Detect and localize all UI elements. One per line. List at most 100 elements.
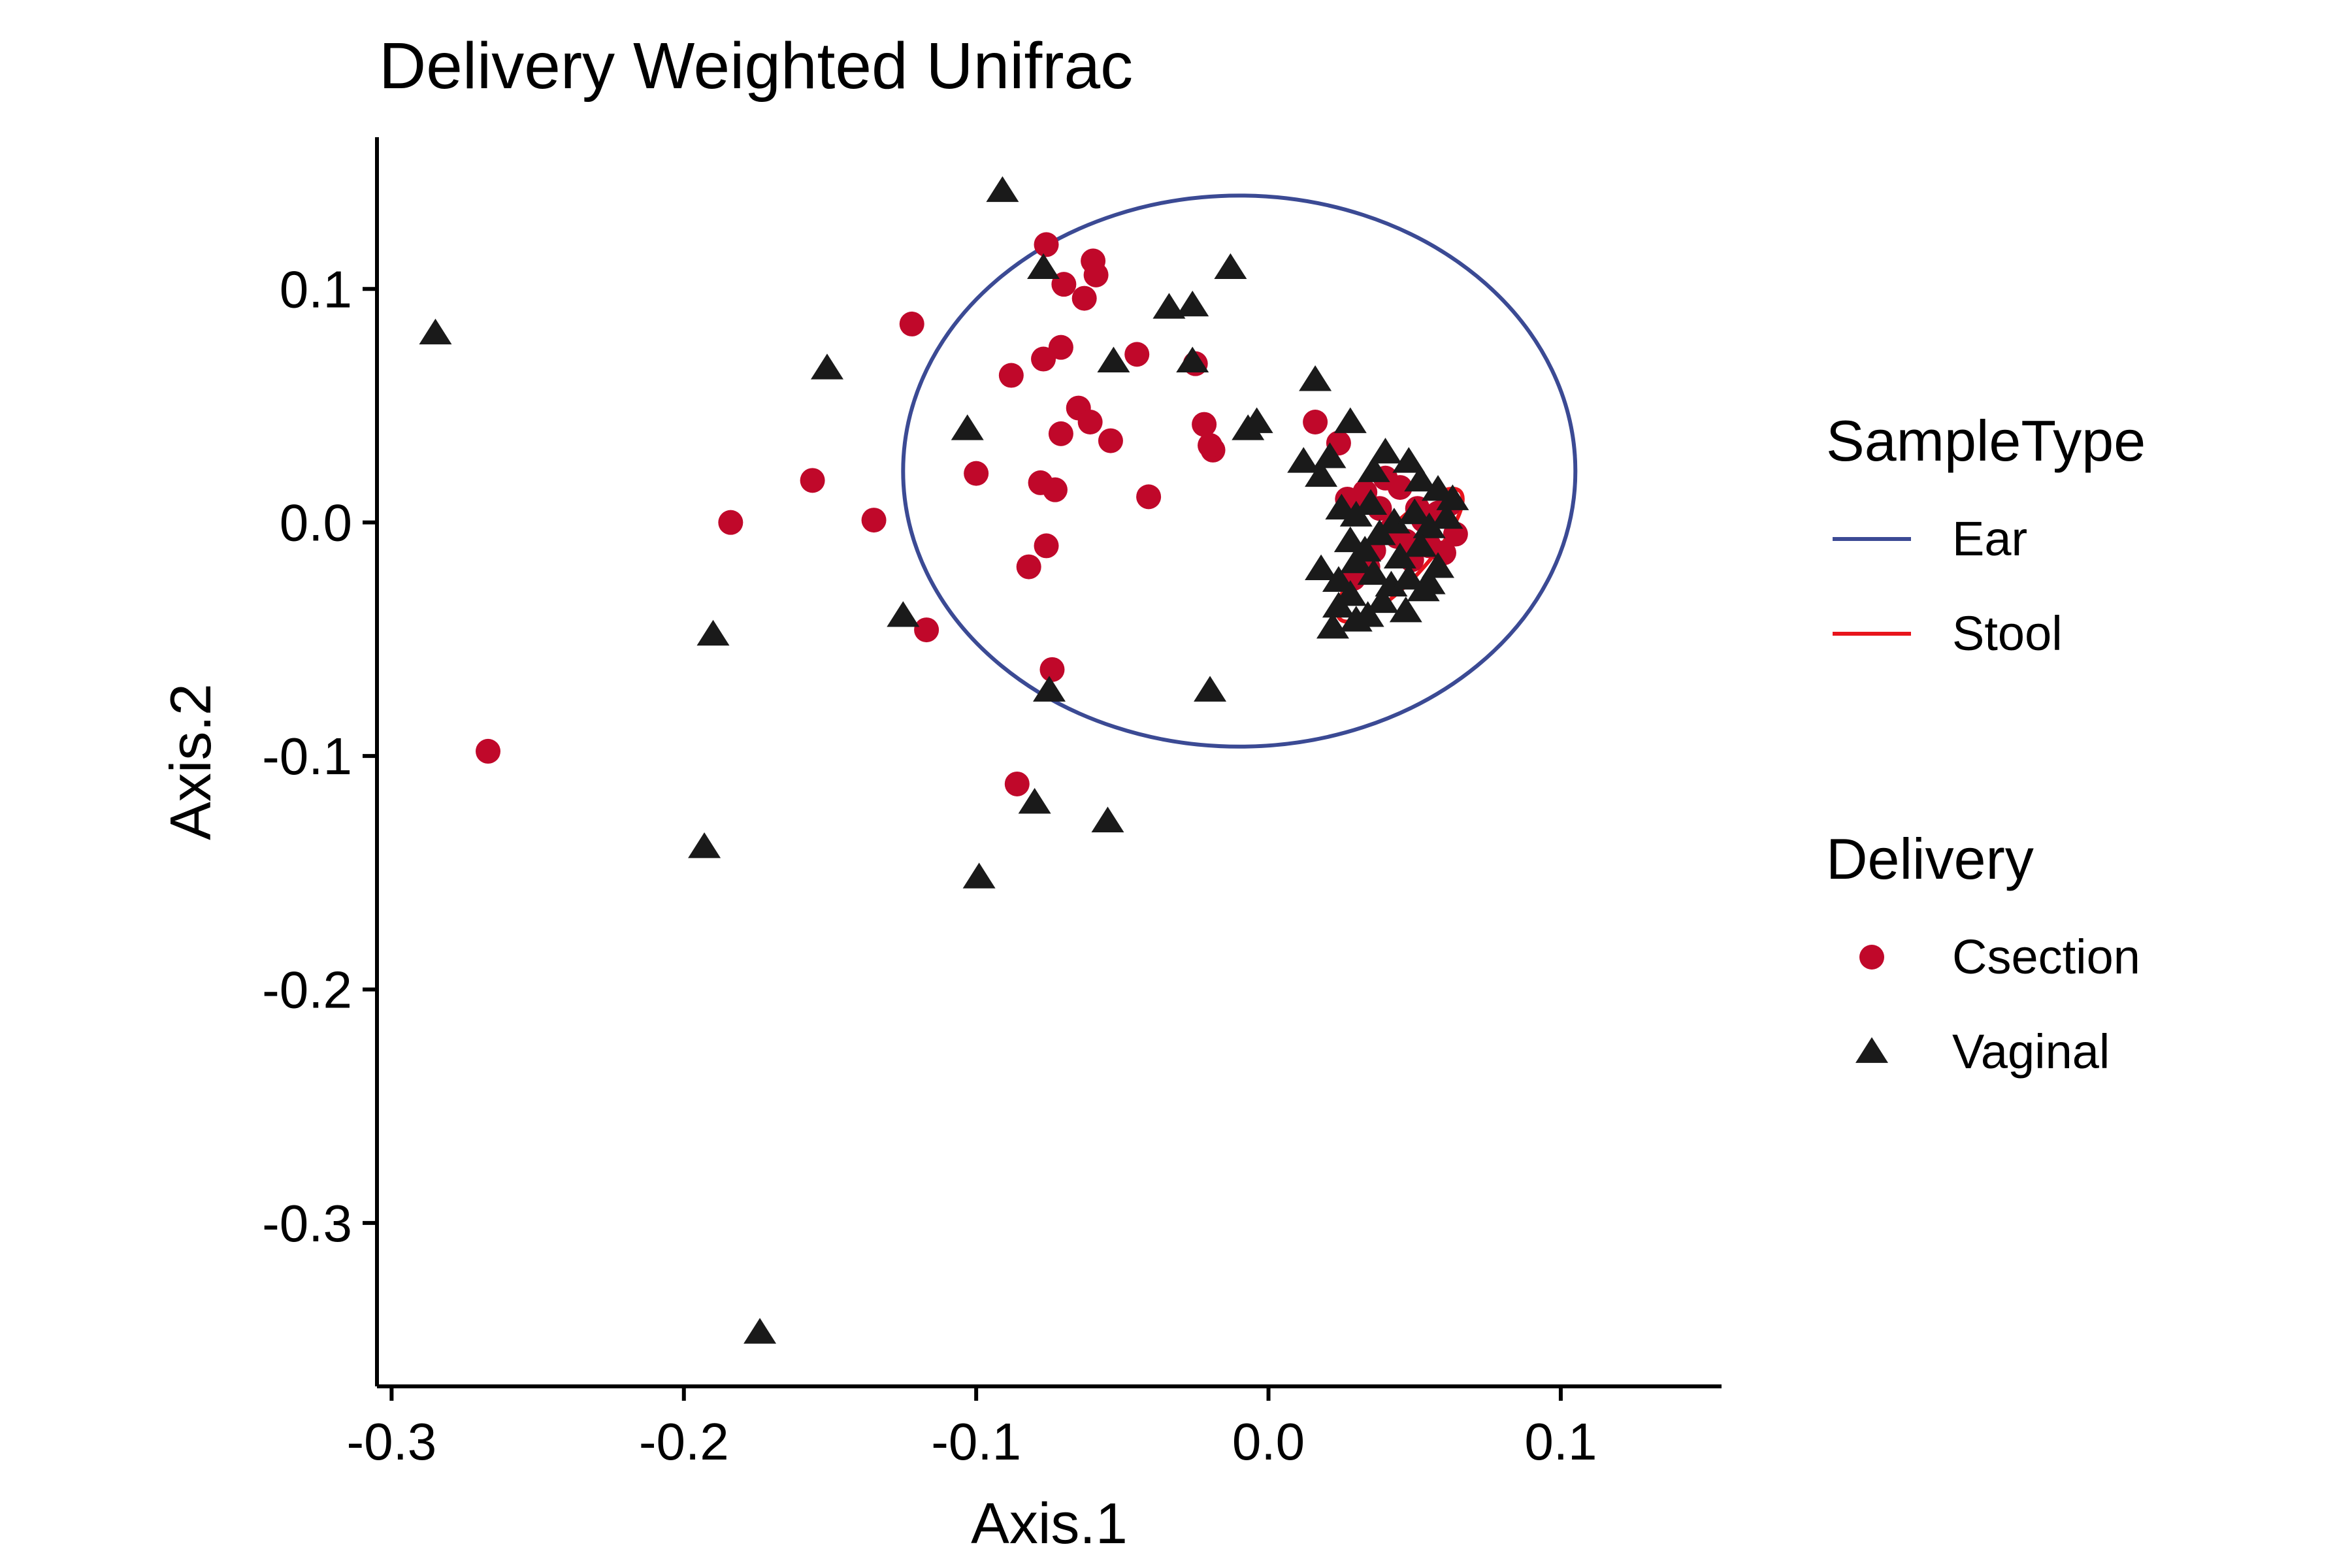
point-vaginal bbox=[1363, 519, 1396, 546]
x-tick-label: -0.2 bbox=[639, 1413, 729, 1471]
point-vaginal bbox=[962, 862, 996, 889]
y-tick-label: 0.1 bbox=[280, 260, 352, 318]
point-vaginal bbox=[1333, 407, 1367, 433]
point-vaginal bbox=[1316, 613, 1349, 639]
point-csection bbox=[1387, 475, 1413, 500]
legend-label-vaginal: Vaginal bbox=[1952, 1024, 2110, 1079]
point-vaginal bbox=[1389, 596, 1422, 623]
point-vaginal bbox=[1357, 456, 1390, 482]
point-vaginal bbox=[1422, 475, 1455, 501]
x-tick-label: 0.0 bbox=[1232, 1413, 1305, 1471]
point-vaginal bbox=[1430, 503, 1463, 529]
x-tick-label: -0.3 bbox=[346, 1413, 436, 1471]
legend-title-delivery: Delivery bbox=[1826, 826, 2034, 891]
point-csection bbox=[1124, 342, 1150, 367]
point-vaginal bbox=[696, 619, 730, 646]
y-axis-title: Axis.2 bbox=[158, 683, 223, 840]
point-csection bbox=[1083, 262, 1109, 287]
point-csection bbox=[964, 461, 989, 486]
point-csection bbox=[718, 510, 743, 535]
point-csection bbox=[1048, 335, 1073, 360]
y-tick-label: -0.2 bbox=[262, 960, 352, 1019]
point-csection bbox=[1192, 412, 1217, 437]
y-tick-label: -0.1 bbox=[262, 727, 352, 785]
x-axis-ticks: -0.3 -0.2 -0.1 0.0 0.1 bbox=[346, 1386, 1597, 1471]
x-axis-title: Axis.1 bbox=[971, 1491, 1128, 1556]
point-vaginal bbox=[1392, 447, 1426, 473]
point-csection bbox=[1071, 286, 1097, 311]
ellipse-ear bbox=[901, 193, 1578, 749]
point-csection bbox=[1048, 421, 1073, 446]
point-vaginal bbox=[1152, 293, 1186, 319]
point-vaginal bbox=[1299, 365, 1332, 391]
legend-label-ear: Ear bbox=[1952, 512, 2027, 566]
point-csection bbox=[1098, 428, 1123, 453]
point-csection bbox=[1039, 657, 1065, 682]
point-vaginal bbox=[1366, 587, 1399, 613]
point-vaginal bbox=[419, 318, 452, 345]
point-vaginal bbox=[1436, 484, 1469, 510]
point-vaginal bbox=[1404, 465, 1437, 492]
point-csection bbox=[1016, 554, 1041, 580]
point-vaginal bbox=[1322, 566, 1355, 592]
point-vaginal bbox=[1404, 531, 1437, 557]
point-csection bbox=[800, 468, 825, 493]
point-vaginal bbox=[986, 176, 1019, 203]
point-vaginal bbox=[1339, 606, 1373, 632]
point-vaginal bbox=[1392, 563, 1426, 590]
point-vaginal bbox=[743, 1318, 777, 1344]
point-vaginal bbox=[1333, 526, 1367, 553]
point-vaginal bbox=[1377, 508, 1411, 534]
point-vaginal bbox=[1194, 676, 1227, 702]
point-vaginal bbox=[1354, 489, 1388, 515]
point-vaginal bbox=[1313, 442, 1347, 468]
point-vaginal bbox=[1033, 676, 1066, 702]
point-csection bbox=[998, 363, 1024, 388]
point-csection bbox=[914, 617, 939, 643]
legend-label-csection: Csection bbox=[1952, 930, 2140, 984]
y-tick-label: 0.0 bbox=[280, 494, 352, 552]
point-csection bbox=[1031, 346, 1056, 372]
point-csection bbox=[476, 738, 501, 764]
point-csection bbox=[1198, 433, 1223, 458]
point-csection bbox=[899, 311, 924, 336]
point-csection bbox=[1136, 484, 1162, 510]
x-tick-label: 0.1 bbox=[1524, 1413, 1597, 1471]
point-vaginal bbox=[1305, 461, 1338, 487]
point-vaginal bbox=[1240, 407, 1273, 433]
point-vaginal bbox=[1027, 253, 1060, 280]
point-vaginal bbox=[1176, 346, 1209, 372]
point-vaginal bbox=[1176, 290, 1209, 317]
point-vaginal bbox=[1287, 447, 1320, 473]
point-csection bbox=[1303, 410, 1328, 435]
legend: SampleType Ear Stool Delivery Csection Vagina… bbox=[1826, 408, 2146, 1079]
point-vaginal bbox=[1413, 512, 1446, 538]
point-vaginal bbox=[1097, 346, 1130, 372]
point-vaginal bbox=[1018, 788, 1051, 814]
legend-title-sampletype: SampleType bbox=[1826, 408, 2146, 473]
point-vaginal bbox=[1214, 253, 1247, 280]
point-csection bbox=[1034, 533, 1059, 559]
point-vaginal bbox=[1339, 547, 1373, 574]
point-vaginal bbox=[1333, 580, 1367, 606]
point-csection bbox=[1077, 410, 1103, 435]
point-vaginal bbox=[887, 601, 920, 627]
y-tick-label: -0.3 bbox=[262, 1194, 352, 1252]
point-vaginal bbox=[1357, 559, 1390, 585]
point-vaginal bbox=[951, 414, 984, 440]
point-vaginal bbox=[810, 353, 843, 380]
y-axis-ticks: 0.1 0.0 -0.1 -0.2 -0.3 bbox=[262, 260, 377, 1252]
point-vaginal bbox=[1369, 437, 1402, 464]
legend-label-stool: Stool bbox=[1952, 606, 2063, 661]
point-csection bbox=[1034, 232, 1059, 257]
legend-key-circle bbox=[1859, 945, 1884, 970]
chart-title: Delivery Weighted Unifrac bbox=[379, 29, 1133, 103]
point-vaginal bbox=[1305, 554, 1338, 581]
points-layer bbox=[419, 176, 1469, 1344]
point-csection bbox=[1042, 477, 1068, 502]
x-tick-label: -0.1 bbox=[931, 1413, 1021, 1471]
point-vaginal bbox=[1091, 806, 1124, 833]
legend-key-triangle bbox=[1855, 1037, 1888, 1063]
point-csection bbox=[861, 508, 887, 533]
